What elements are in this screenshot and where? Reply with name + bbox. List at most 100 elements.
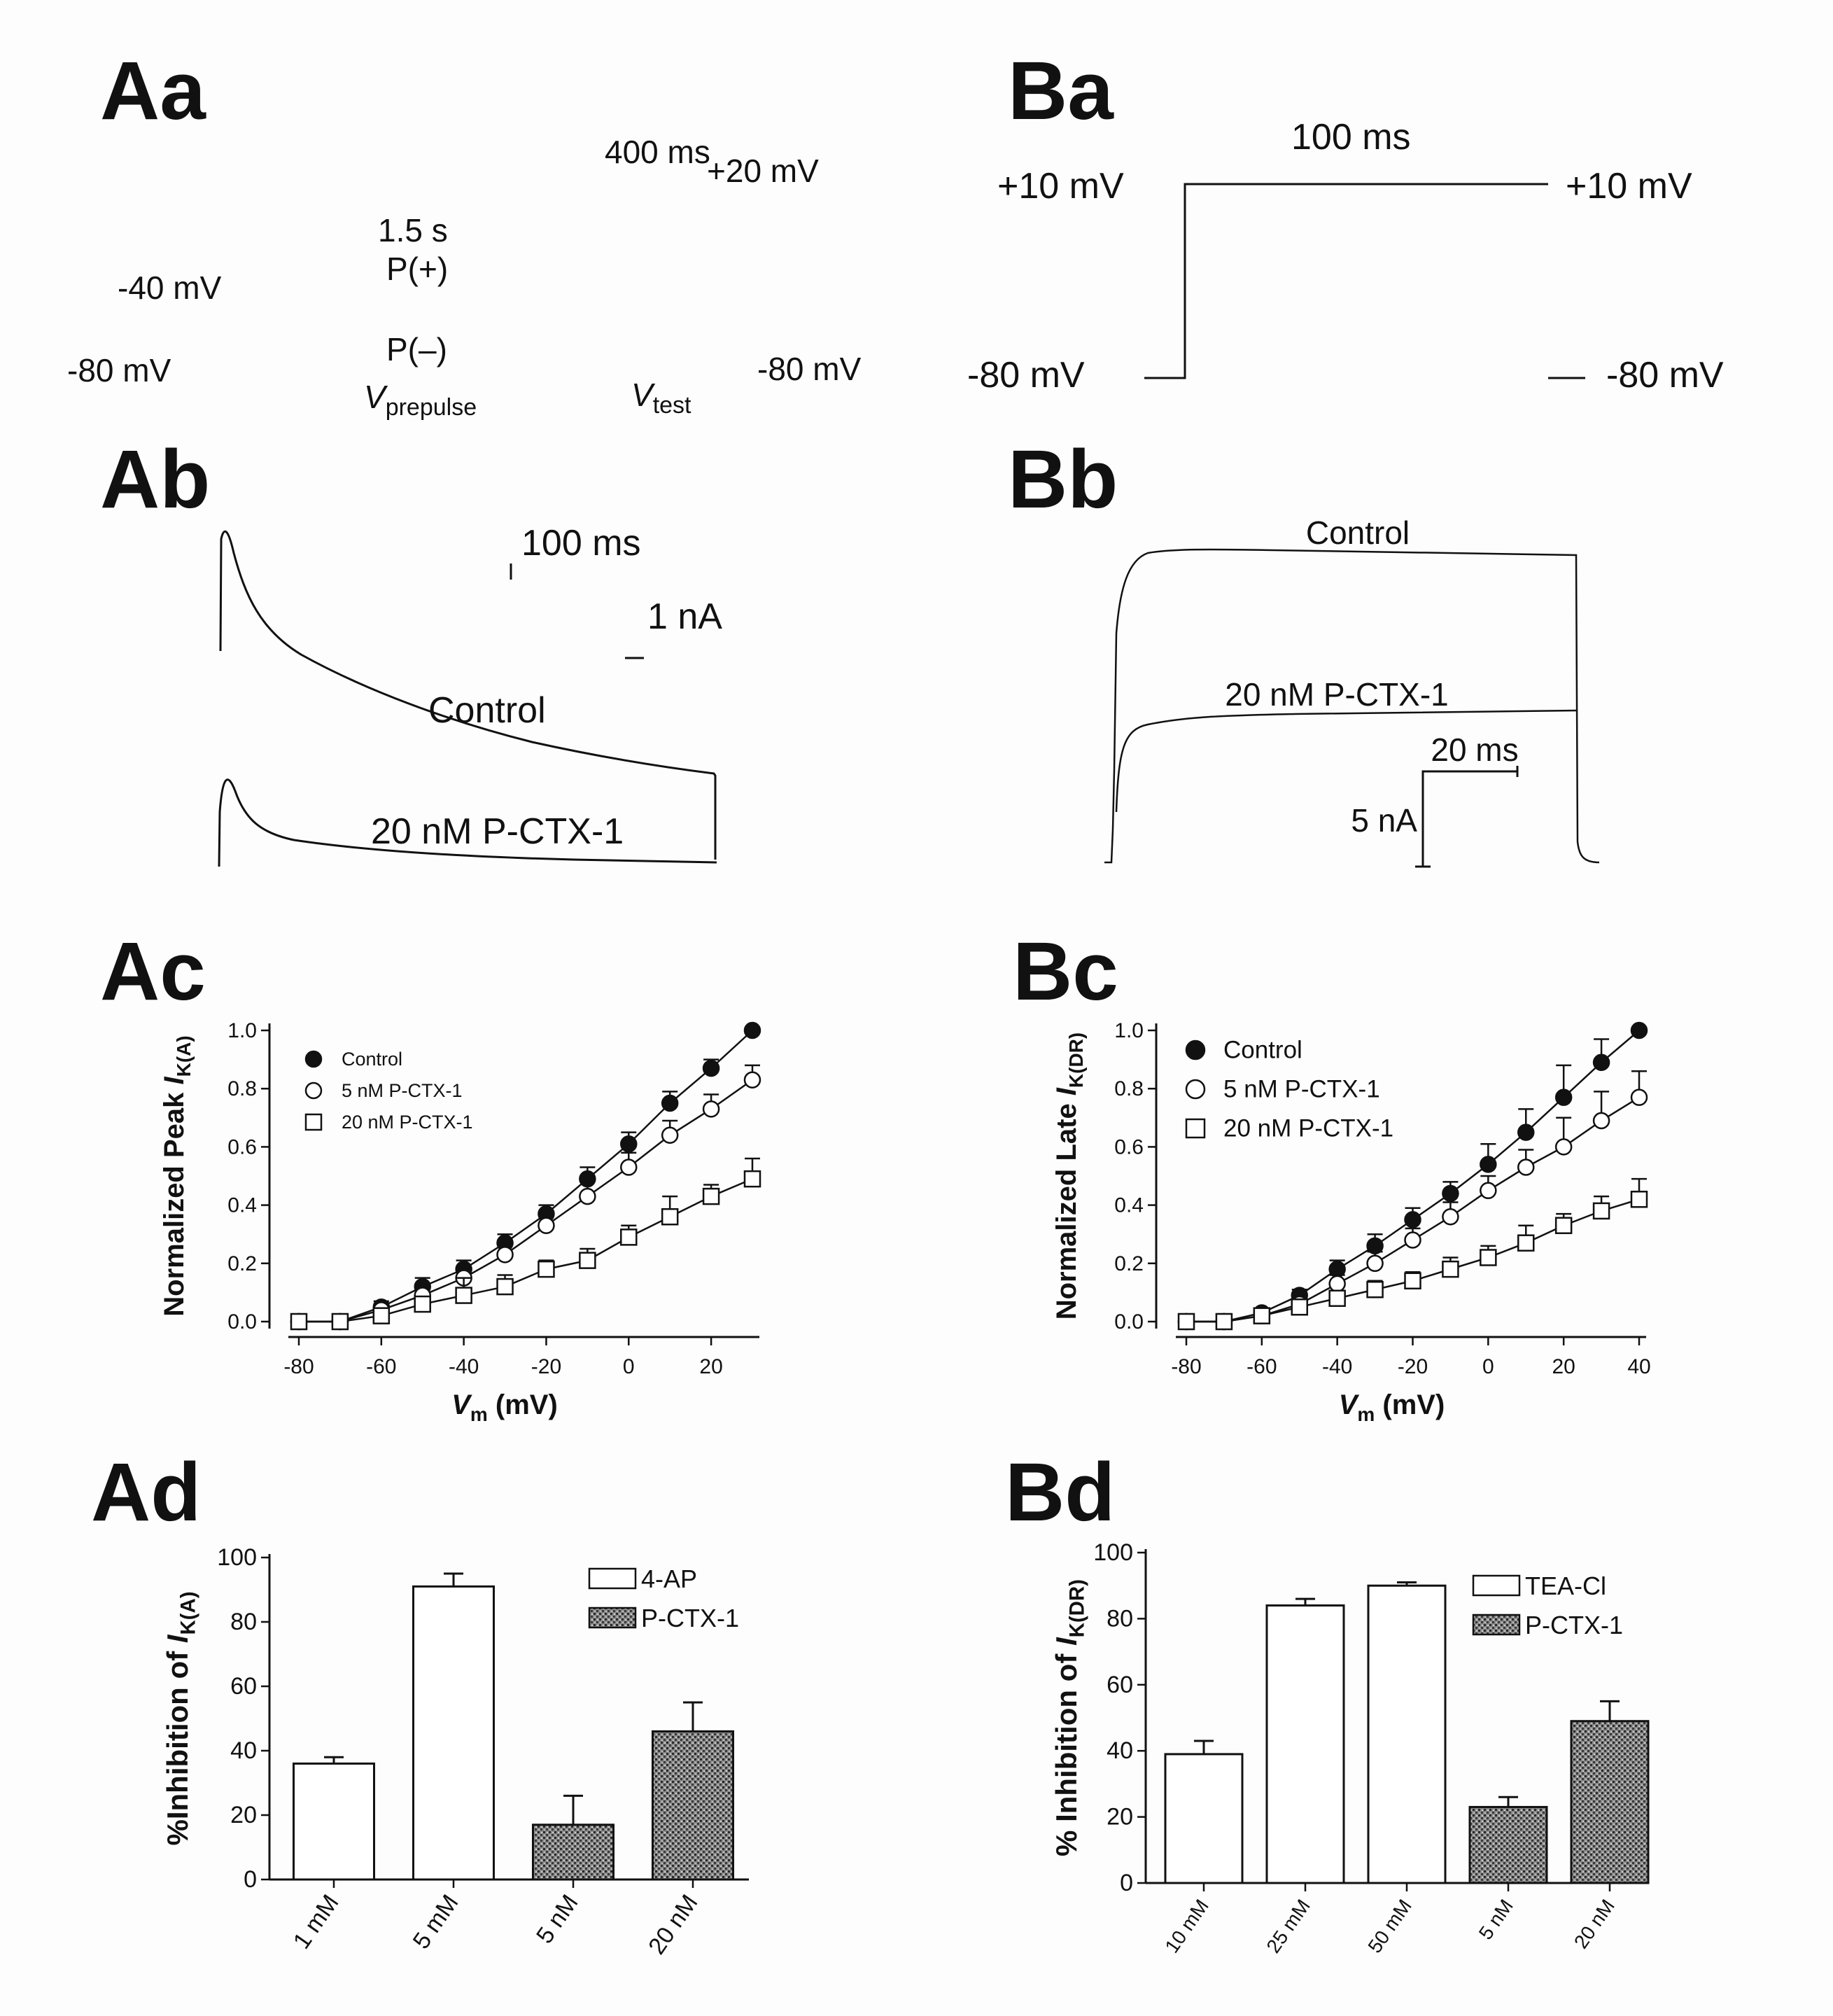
data-point xyxy=(1554,1088,1573,1106)
legend-marker-1 xyxy=(304,1050,323,1068)
y-axis-label-sub: K(DR) xyxy=(1065,1032,1087,1088)
x-tick-label: 40 xyxy=(1627,1355,1650,1378)
y-tick-label: 0 xyxy=(1120,1870,1133,1896)
data-point xyxy=(1630,1088,1648,1106)
data-point xyxy=(702,1059,720,1077)
y-tick-label: 0.6 xyxy=(1114,1135,1144,1158)
y-axis-label-main: %Inhibition of xyxy=(161,1643,194,1845)
data-point xyxy=(1480,1156,1497,1173)
data-point xyxy=(1442,1184,1459,1203)
y-tick-label: 1.0 xyxy=(227,1019,257,1042)
panel-label-aa: Aa xyxy=(100,45,206,137)
data-point xyxy=(455,1287,472,1304)
x-tick-label: 0 xyxy=(623,1355,635,1378)
ba-step-voltage-left: +10 mV xyxy=(997,166,1124,206)
ab-trace-toxin xyxy=(218,778,717,867)
legend-label-2: P-CTX-1 xyxy=(641,1604,739,1632)
ab-label-toxin: 20 nM P-CTX-1 xyxy=(371,811,624,852)
data-point xyxy=(496,1278,514,1296)
panel-bc: Bc -80 -60 -40 -20 0 20 40 0.0 0.2 0.4 0.6 0.8 1.0 Vm… xyxy=(1013,925,1651,1425)
y-tick-label: 0.0 xyxy=(227,1310,257,1334)
data-point xyxy=(661,1208,679,1226)
legend-label-1: TEA-Cl xyxy=(1525,1572,1606,1600)
y-axis-label-italic: I xyxy=(161,1634,194,1643)
y-axis-label-main: Normalized Peak xyxy=(159,1084,190,1316)
y-axis-label-main: Normalized Late xyxy=(1051,1096,1082,1320)
bb-label-control: Control xyxy=(1306,514,1410,551)
ba-voltage-step xyxy=(1144,183,1548,379)
ad-chart: 0 20 40 60 80 100 %Inhibition of IK(A) 1 mM 5 mM… xyxy=(161,1544,749,1959)
legend-label-2: 5 nM P-CTX-1 xyxy=(342,1080,463,1101)
data-point xyxy=(1328,1275,1346,1293)
data-point xyxy=(1404,1231,1421,1249)
bar-4 xyxy=(1468,1805,1548,1884)
aa-holding-left: -80 mV xyxy=(67,352,171,388)
y-tick-label: 0.4 xyxy=(1114,1194,1144,1217)
legend-swatch-1 xyxy=(1472,1574,1521,1597)
x-axis-label-sub: m xyxy=(1357,1404,1375,1425)
bb-scale-time: 20 ms xyxy=(1431,732,1518,768)
ab-scale-current: 1 nA xyxy=(647,596,722,637)
data-point xyxy=(1517,1234,1535,1252)
bar-3 xyxy=(532,1823,614,1881)
bar-3 xyxy=(1367,1584,1447,1884)
y-tick-label: 0.0 xyxy=(1114,1310,1144,1334)
legend-label-1: 4-AP xyxy=(641,1564,697,1593)
bc-chart: -80 -60 -40 -20 0 20 40 0.0 0.2 0.4 0.6 0.8 1.0 Vm (m… xyxy=(1051,1019,1651,1425)
y-tick-label: 80 xyxy=(230,1609,257,1635)
y-tick-label: 40 xyxy=(1107,1737,1133,1764)
y-axis-label: Normalized Late IK(DR) xyxy=(1051,1032,1087,1320)
bar-5 xyxy=(1570,1720,1650,1884)
y-tick-label: 0.8 xyxy=(227,1077,257,1100)
data-point xyxy=(372,1307,391,1324)
y-tick-label: 100 xyxy=(217,1544,257,1571)
x-tick-label: -40 xyxy=(449,1355,479,1378)
x-tick-label: -80 xyxy=(283,1355,314,1378)
x-tick-label: -20 xyxy=(531,1355,561,1378)
y-axis-label: % Inhibition of IK(DR) xyxy=(1050,1579,1089,1856)
data-point xyxy=(702,1100,720,1118)
x-tick-label: 50 mM xyxy=(1363,1896,1415,1957)
legend-marker-3 xyxy=(304,1113,323,1131)
y-axis-label-main: % Inhibition of xyxy=(1050,1646,1083,1856)
panel-ab: Ab 100 ms 1 nA Control 20 nM P-CTX-1 xyxy=(100,433,722,867)
legend-label-1: Control xyxy=(342,1049,402,1070)
aa-prepulse-voltage: -40 mV xyxy=(118,270,222,306)
aa-test-duration: 400 ms xyxy=(605,134,710,170)
y-axis-label: %Inhibition of IK(A) xyxy=(161,1592,200,1846)
ba-holding-right: -80 mV xyxy=(1606,355,1724,396)
data-point xyxy=(1442,1208,1459,1226)
bar-1 xyxy=(293,1762,375,1881)
y-axis-label-sub: K(A) xyxy=(173,1035,195,1077)
data-point xyxy=(620,1135,638,1153)
data-point xyxy=(1328,1289,1346,1307)
data-point xyxy=(1442,1260,1459,1278)
data-point xyxy=(1177,1312,1195,1331)
bb-trace-control xyxy=(1104,548,1600,864)
bb-trace-toxin xyxy=(1115,709,1577,813)
bb-scale-current: 5 nA xyxy=(1351,802,1417,839)
bar-1 xyxy=(1164,1753,1244,1884)
x-tick-label: 5 mM xyxy=(408,1890,464,1954)
data-point xyxy=(661,1126,679,1144)
data-point xyxy=(1480,1182,1497,1200)
data-point xyxy=(1291,1298,1308,1316)
x-tick-label: -60 xyxy=(1246,1355,1277,1378)
legend-marker-2 xyxy=(304,1082,323,1100)
aa-test-voltage: +20 mV xyxy=(707,153,819,189)
y-tick-label: 80 xyxy=(1107,1605,1133,1632)
x-axis-label: Vm (mV) xyxy=(451,1390,558,1425)
data-point xyxy=(743,1021,761,1040)
aa-prepulse-duration: 1.5 s xyxy=(378,212,448,248)
data-point xyxy=(579,1187,596,1205)
x-tick-label: 1 mM xyxy=(288,1890,344,1954)
panel-label-ba: Ba xyxy=(1008,45,1114,137)
data-point xyxy=(331,1312,349,1331)
data-point xyxy=(290,1312,308,1331)
x-axis-label-main: V xyxy=(451,1390,472,1420)
ba-holding-left: -80 mV xyxy=(967,355,1085,396)
data-point xyxy=(1630,1191,1648,1208)
x-tick-label: 20 xyxy=(699,1355,722,1378)
